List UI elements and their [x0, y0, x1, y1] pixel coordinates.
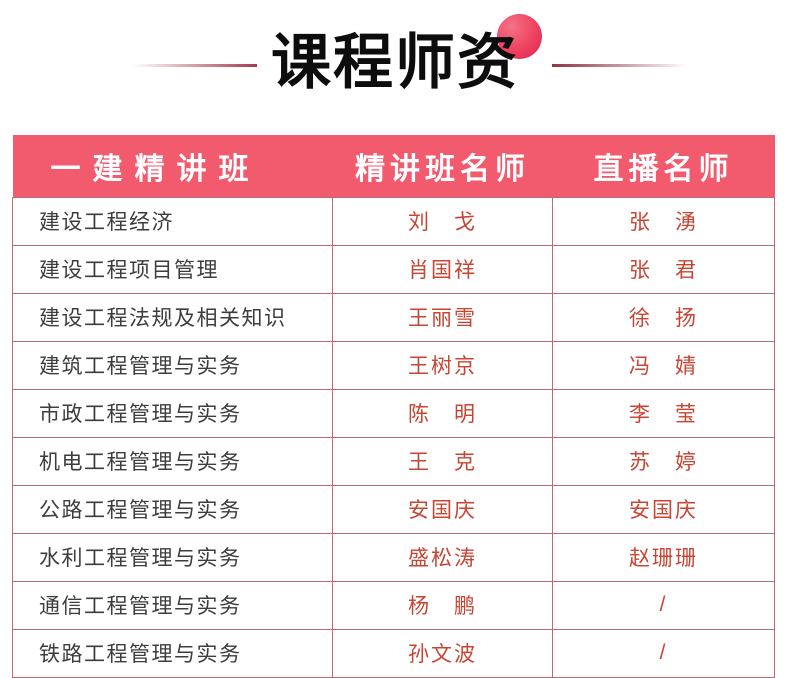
table-row: 建筑工程管理与实务 王树京 冯 婧	[12, 340, 775, 390]
table-header-row: 一建精讲班 精讲班名师 直播名师	[12, 135, 775, 197]
divider-line-right	[552, 64, 688, 67]
table-row: 建设工程经济 刘 戈 张 湧	[12, 196, 775, 246]
lecturer-cell: 王丽雪	[332, 292, 553, 342]
title-section: 课程师资	[0, 0, 790, 135]
live-teacher-cell: /	[552, 628, 775, 678]
table-row: 建设工程法规及相关知识 王丽雪 徐 扬	[12, 292, 775, 342]
table-row: 建设工程项目管理 肖国祥 张 君	[12, 244, 775, 294]
header-course-column: 一建精讲班	[12, 135, 333, 197]
lecturer-cell: 王 克	[332, 436, 553, 486]
table-row: 通信工程管理与实务 杨 鹏 /	[12, 580, 775, 630]
live-teacher-cell: 张 湧	[552, 196, 775, 246]
red-dot-icon	[497, 14, 542, 59]
lecturer-cell: 杨 鹏	[332, 580, 553, 630]
divider-line-left	[133, 64, 257, 67]
live-teacher-cell: 赵珊珊	[552, 532, 775, 582]
faculty-table-container: 一建精讲班 精讲班名师 直播名师 建设工程经济 刘 戈 张 湧 建设工程项目管理…	[12, 135, 775, 678]
live-teacher-cell: 徐 扬	[552, 292, 775, 342]
course-cell: 建筑工程管理与实务	[12, 340, 333, 390]
course-cell: 市政工程管理与实务	[12, 388, 333, 438]
course-cell: 通信工程管理与实务	[12, 580, 333, 630]
lecturer-cell: 肖国祥	[332, 244, 553, 294]
course-cell: 建设工程项目管理	[12, 244, 333, 294]
live-teacher-cell: /	[552, 580, 775, 630]
table-row: 铁路工程管理与实务 孙文波 /	[12, 628, 775, 678]
lecturer-cell: 孙文波	[332, 628, 553, 678]
table-row: 市政工程管理与实务 陈 明 李 莹	[12, 388, 775, 438]
course-cell: 机电工程管理与实务	[12, 436, 333, 486]
course-cell: 建设工程经济	[12, 196, 333, 246]
lecturer-cell: 安国庆	[332, 484, 553, 534]
live-teacher-cell: 冯 婧	[552, 340, 775, 390]
live-teacher-cell: 张 君	[552, 244, 775, 294]
header-lecturer-column: 精讲班名师	[332, 135, 553, 197]
lecturer-cell: 陈 明	[332, 388, 553, 438]
course-cell: 铁路工程管理与实务	[12, 628, 333, 678]
faculty-table: 一建精讲班 精讲班名师 直播名师 建设工程经济 刘 戈 张 湧 建设工程项目管理…	[12, 135, 775, 678]
lecturer-cell: 盛松涛	[332, 532, 553, 582]
table-row: 机电工程管理与实务 王 克 苏 婷	[12, 436, 775, 486]
live-teacher-cell: 苏 婷	[552, 436, 775, 486]
lecturer-cell: 刘 戈	[332, 196, 553, 246]
header-live-teacher-column: 直播名师	[552, 135, 775, 197]
live-teacher-cell: 李 莹	[552, 388, 775, 438]
live-teacher-cell: 安国庆	[552, 484, 775, 534]
course-cell: 建设工程法规及相关知识	[12, 292, 333, 342]
table-row: 水利工程管理与实务 盛松涛 赵珊珊	[12, 532, 775, 582]
lecturer-cell: 王树京	[332, 340, 553, 390]
course-cell: 公路工程管理与实务	[12, 484, 333, 534]
table-row: 公路工程管理与实务 安国庆 安国庆	[12, 484, 775, 534]
page-title: 课程师资	[271, 29, 519, 96]
course-cell: 水利工程管理与实务	[12, 532, 333, 582]
